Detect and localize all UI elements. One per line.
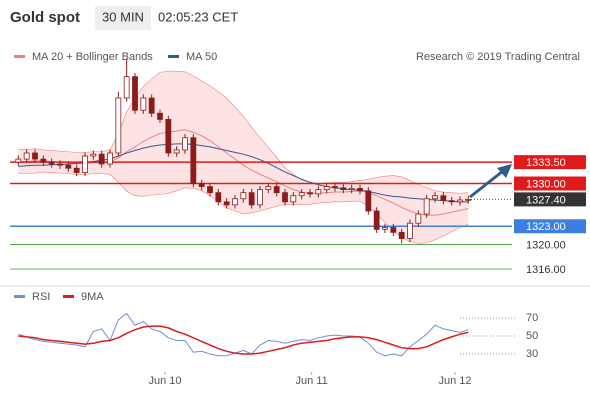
legend-label: MA 20 + Bollinger Bands	[32, 51, 153, 63]
title: Gold spot	[10, 9, 80, 26]
bollinger-band	[18, 71, 469, 244]
legend-swatch	[63, 295, 74, 298]
level-label: 1316.00	[526, 264, 566, 276]
candle-body	[290, 195, 297, 203]
candle-body	[98, 153, 105, 165]
candle-body	[140, 97, 147, 111]
candle-body	[115, 97, 122, 154]
candle-body	[73, 167, 80, 173]
candle-body	[223, 201, 230, 206]
plot: 1333.50 1330.00 1323.00 1320.00 1316.00 1327.…	[10, 58, 586, 387]
rsi-tick-label: 70	[526, 312, 538, 324]
candle-body	[232, 198, 238, 206]
interval-box	[95, 6, 151, 30]
time: 02:05:23 CET	[158, 9, 238, 24]
candle-body	[315, 189, 322, 195]
candle-body	[257, 189, 263, 206]
candle-body	[407, 222, 413, 239]
candle-body	[82, 155, 88, 173]
rsi-line	[18, 312, 469, 357]
candle-body	[23, 152, 30, 160]
candle-body	[123, 76, 130, 99]
rsi-line	[18, 325, 469, 355]
legend-swatch	[14, 295, 25, 298]
legend-label: RSI	[32, 291, 50, 303]
rsi-tick-label: 50	[526, 330, 538, 342]
candle-body	[182, 137, 188, 151]
candle-body	[240, 192, 247, 200]
candle-body	[198, 183, 205, 187]
candle-body	[40, 158, 47, 163]
candle-body	[382, 227, 388, 230]
last-label: 1327.40	[526, 194, 566, 206]
candle-body	[373, 210, 380, 230]
candle-body	[282, 192, 288, 203]
candle-body	[65, 164, 72, 169]
legend-label: 9MA	[81, 291, 104, 303]
candle-body	[348, 187, 355, 191]
x-tick-label: Jun 10	[148, 375, 181, 387]
candle-body	[332, 186, 338, 189]
legend-label: MA 50	[186, 51, 217, 63]
candle-body	[132, 76, 138, 111]
level-box	[514, 155, 586, 170]
x-tick-label: Jun 12	[438, 375, 471, 387]
candle-body	[190, 137, 197, 184]
candle-body	[157, 112, 163, 120]
candle-body	[323, 186, 330, 191]
target-arrow	[469, 164, 512, 199]
candle-body	[90, 153, 97, 157]
candle-body	[457, 199, 463, 203]
candle-body	[15, 158, 22, 163]
candle-body	[440, 195, 447, 202]
level-box	[514, 176, 586, 191]
rsi-tick-label: 30	[526, 348, 538, 360]
candle-body	[298, 192, 305, 197]
candle-body	[215, 192, 222, 203]
candle-body	[390, 227, 397, 233]
legend-swatch	[14, 55, 25, 58]
candle-body	[398, 231, 405, 239]
candle-body	[357, 187, 363, 192]
source: Research © 2019 Trading Central	[416, 51, 580, 63]
level-label: 1330.00	[526, 178, 566, 190]
candle-body	[273, 186, 280, 194]
candle-body	[307, 192, 313, 195]
candle-body	[248, 192, 255, 206]
candle-body	[107, 152, 113, 165]
candle-body	[165, 118, 172, 154]
candle-body	[57, 163, 63, 166]
candle-body	[207, 186, 213, 194]
candle-body	[465, 198, 472, 201]
candle-body	[148, 97, 155, 114]
legend-swatch	[168, 55, 179, 58]
candle-body	[265, 186, 272, 191]
candle-body	[432, 195, 438, 200]
last-box	[514, 192, 586, 207]
candle-body	[415, 213, 422, 224]
level-label: 1333.50	[526, 157, 566, 169]
candle-body	[173, 149, 180, 154]
level-box	[514, 219, 586, 234]
candle-body	[32, 152, 38, 160]
candle-body	[48, 161, 55, 165]
candle-body	[365, 190, 372, 212]
interval: 30 MIN	[102, 9, 144, 24]
candle-body	[448, 200, 455, 203]
x-tick-label: Jun 11	[296, 375, 328, 387]
level-label: 1320.00	[526, 239, 566, 251]
candle-body	[340, 187, 347, 191]
level-label: 1323.00	[526, 221, 566, 233]
candle-body	[423, 198, 430, 215]
